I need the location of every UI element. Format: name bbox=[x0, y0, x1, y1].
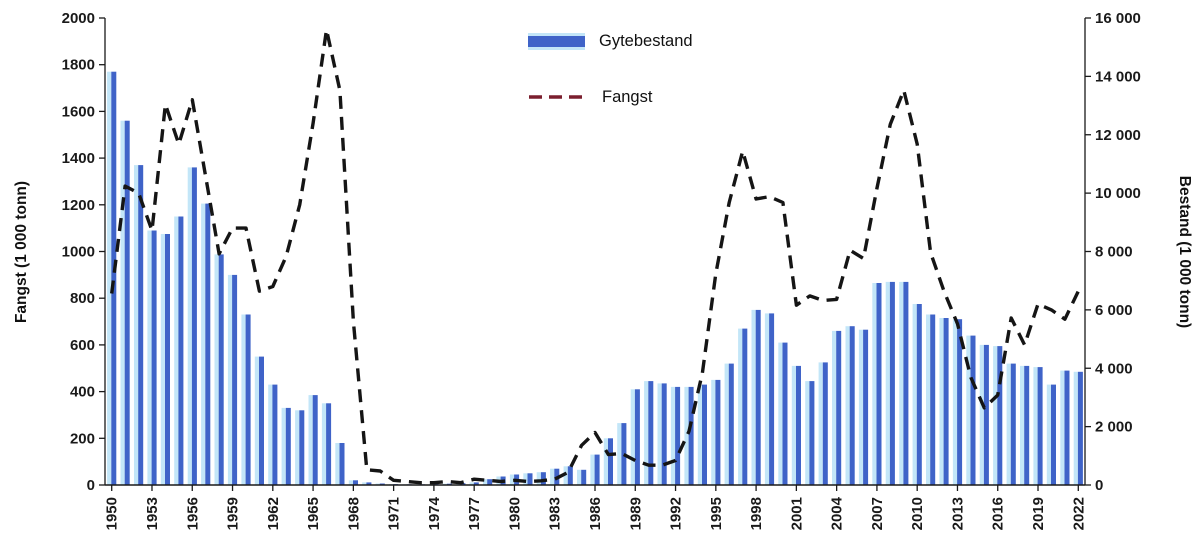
left-tick-label: 1800 bbox=[62, 57, 95, 74]
right-tick-label: 10 000 bbox=[1095, 185, 1141, 202]
right-tick-label: 14 000 bbox=[1095, 68, 1141, 85]
right-tick-label: 16 000 bbox=[1095, 10, 1141, 27]
left-tick-label: 600 bbox=[70, 337, 95, 354]
left-tick-label: 2000 bbox=[62, 10, 95, 27]
x-tick-label: 2016 bbox=[990, 497, 1007, 530]
legend-label-fangst: Fangst bbox=[602, 87, 653, 106]
right-axis-ticks: 0 2 000 4 000 6 000 8 000 10 000 12 000 14 000 1… bbox=[1085, 10, 1141, 494]
left-tick-label: 1000 bbox=[62, 244, 95, 261]
x-tick-label: 1959 bbox=[225, 497, 242, 530]
left-tick-label: 1400 bbox=[62, 150, 95, 167]
x-tick-label: 1953 bbox=[144, 497, 161, 530]
right-tick-label: 2 000 bbox=[1095, 419, 1133, 436]
bars-gytebestand bbox=[107, 71, 1083, 485]
right-tick-label: 8 000 bbox=[1095, 244, 1133, 261]
legend-item-gytebestand: Gytebestand bbox=[528, 30, 693, 52]
x-tick-label: 2019 bbox=[1030, 497, 1047, 530]
x-tick-label: 1950 bbox=[104, 497, 121, 530]
x-tick-label: 2001 bbox=[788, 497, 805, 530]
left-tick-label: 800 bbox=[70, 290, 95, 307]
x-tick-label: 1980 bbox=[507, 497, 524, 530]
left-tick-label: 0 bbox=[87, 477, 95, 494]
x-tick-label: 1971 bbox=[386, 497, 403, 530]
x-axis-ticks: 1950 1953 1956 1959 1962 1965 1968 1971 1974 1977… bbox=[104, 485, 1087, 530]
x-tick-label: 2022 bbox=[1070, 497, 1087, 530]
x-tick-label: 2010 bbox=[909, 497, 926, 530]
x-tick-label: 1992 bbox=[668, 497, 685, 530]
x-tick-label: 2004 bbox=[829, 496, 846, 530]
fangst-line bbox=[110, 28, 1080, 485]
left-tick-label: 400 bbox=[70, 384, 95, 401]
legend-label-gytebestand: Gytebestand bbox=[599, 31, 693, 50]
right-tick-label: 6 000 bbox=[1095, 302, 1133, 319]
x-tick-label: 1995 bbox=[708, 497, 725, 530]
x-tick-label: 1956 bbox=[184, 497, 201, 530]
x-tick-label: 1989 bbox=[627, 497, 644, 530]
left-tick-label: 1200 bbox=[62, 197, 95, 214]
gytebestand-bar-swatch bbox=[528, 32, 585, 50]
fangst-dash-swatch bbox=[529, 95, 586, 99]
legend-item-fangst: Fangst bbox=[528, 86, 693, 108]
x-tick-label: 2013 bbox=[950, 497, 967, 530]
x-tick-label: 2007 bbox=[869, 497, 886, 530]
left-tick-label: 200 bbox=[70, 430, 95, 447]
right-tick-label: 12 000 bbox=[1095, 127, 1141, 144]
x-tick-label: 1965 bbox=[305, 497, 322, 530]
right-axis-title: Bestand (1 000 tonn) bbox=[1176, 175, 1193, 329]
left-axis-title: Fangst (1 000 tonn) bbox=[13, 180, 30, 324]
x-tick-label: 1974 bbox=[426, 496, 443, 530]
left-tick-label: 1600 bbox=[62, 103, 95, 120]
right-tick-label: 4 000 bbox=[1095, 360, 1133, 377]
x-tick-label: 1986 bbox=[587, 497, 604, 530]
x-tick-label: 1998 bbox=[748, 497, 765, 530]
x-tick-label: 1983 bbox=[547, 497, 564, 530]
x-tick-label: 1962 bbox=[265, 497, 282, 530]
right-tick-label: 0 bbox=[1095, 477, 1103, 494]
x-tick-label: 1968 bbox=[345, 497, 362, 530]
x-tick-label: 1977 bbox=[466, 497, 483, 530]
legend: Gytebestand Fangst bbox=[528, 30, 693, 142]
left-axis-ticks: 0 200 400 600 800 1000 1200 1400 1600 1800 2000 bbox=[62, 10, 105, 494]
